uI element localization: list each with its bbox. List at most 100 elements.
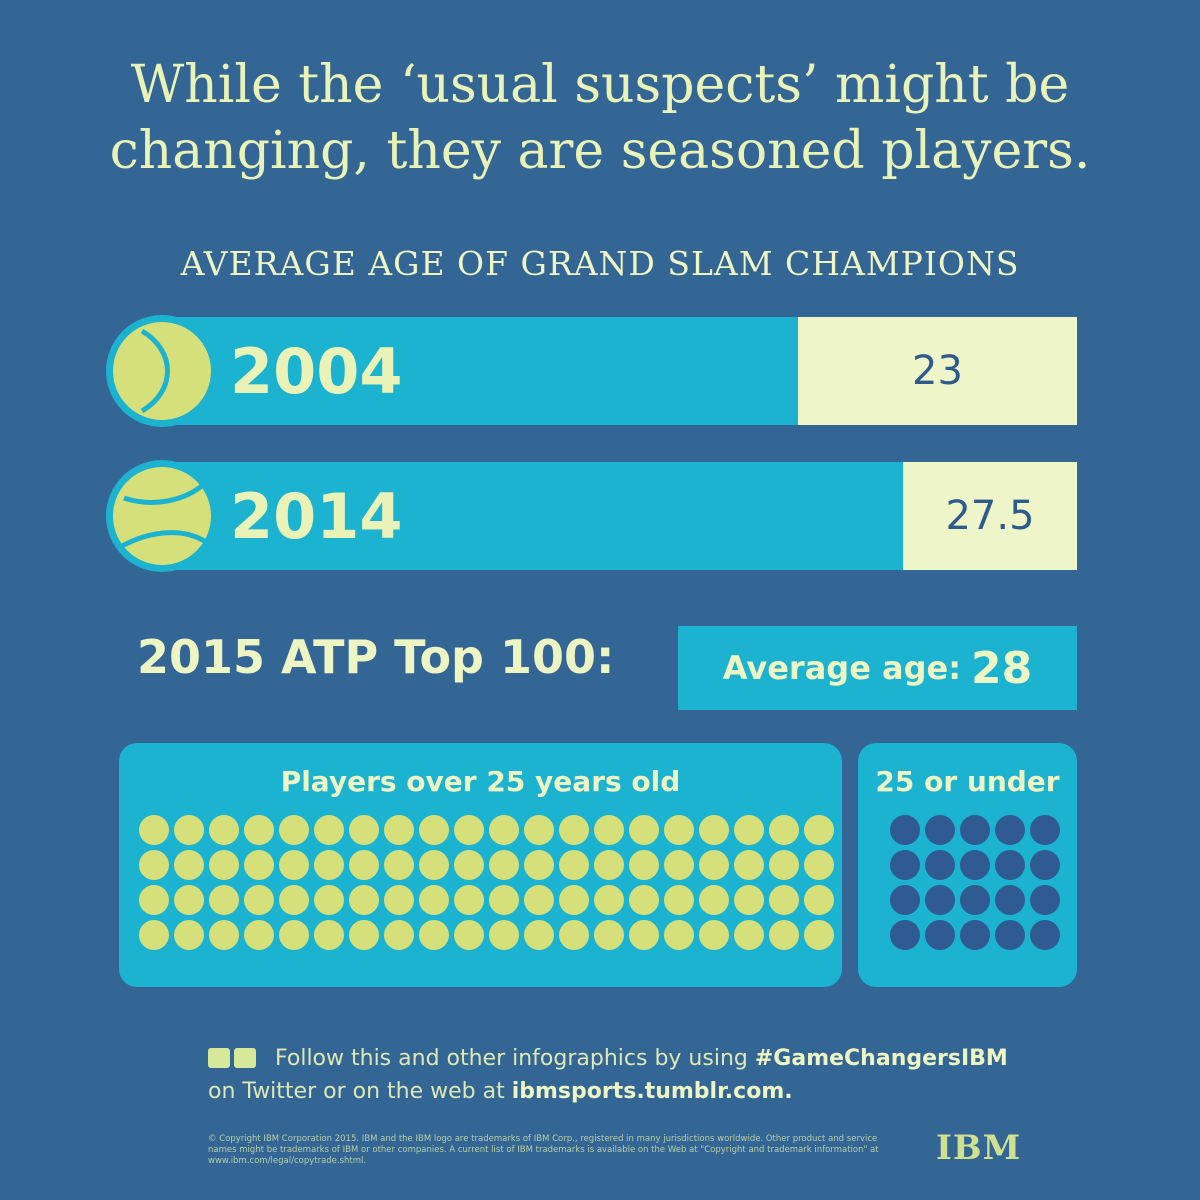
player-dot-over-25: [349, 920, 379, 950]
player-dot-over-25: [139, 885, 169, 915]
player-dot-over-25: [244, 920, 274, 950]
player-dot-under-25: [960, 920, 990, 950]
player-dot-over-25: [314, 850, 344, 880]
player-dot-under-25: [1030, 815, 1060, 845]
bar-row-2004: 23 2004: [104, 315, 1077, 427]
player-dot-over-25: [699, 885, 729, 915]
player-dot-over-25: [174, 885, 204, 915]
player-dot-over-25: [419, 850, 449, 880]
atp-average-age-label: Average age:: [722, 649, 962, 687]
player-dot-over-25: [734, 885, 764, 915]
player-dot-over-25: [489, 815, 519, 845]
footer-site-link[interactable]: ibmsports.tumblr.com.: [511, 1079, 793, 1104]
player-dot-under-25: [925, 850, 955, 880]
player-dot-over-25: [594, 850, 624, 880]
player-dot-over-25: [209, 850, 239, 880]
player-dot-over-25: [384, 920, 414, 950]
player-dot-over-25: [489, 885, 519, 915]
player-dot-over-25: [559, 850, 589, 880]
player-dot-under-25: [1030, 850, 1060, 880]
player-dot-over-25: [804, 815, 834, 845]
player-dot-over-25: [594, 815, 624, 845]
atp-label: 2015 ATP Top 100:: [137, 630, 615, 684]
player-dot-over-25: [174, 920, 204, 950]
player-dot-under-25: [960, 850, 990, 880]
atp-average-age-box: Average age: 28: [678, 626, 1077, 710]
player-dot-over-25: [804, 885, 834, 915]
player-dot-over-25: [769, 920, 799, 950]
player-dot-over-25: [209, 885, 239, 915]
headline: While the ‘usual suspects’ might be chan…: [0, 52, 1200, 184]
player-dot-over-25: [314, 920, 344, 950]
player-dot-over-25: [419, 920, 449, 950]
player-dot-over-25: [244, 850, 274, 880]
player-dot-under-25: [995, 920, 1025, 950]
player-dot-over-25: [384, 885, 414, 915]
players-over-25-title: Players over 25 years old: [280, 765, 681, 798]
player-dot-over-25: [384, 850, 414, 880]
player-dot-over-25: [349, 885, 379, 915]
player-dot-over-25: [454, 850, 484, 880]
player-dot-under-25: [890, 850, 920, 880]
bar-label-2004: 2004: [230, 334, 403, 408]
player-dot-over-25: [594, 920, 624, 950]
player-dot-over-25: [279, 815, 309, 845]
player-dot-over-25: [209, 920, 239, 950]
player-dot-over-25: [524, 850, 554, 880]
player-dot-over-25: [419, 815, 449, 845]
player-dot-over-25: [314, 815, 344, 845]
player-dot-under-25: [925, 885, 955, 915]
footer-hashtag: #GameChangersIBM: [754, 1046, 1008, 1071]
player-dot-over-25: [769, 815, 799, 845]
player-dot-over-25: [209, 815, 239, 845]
player-dot-over-25: [734, 850, 764, 880]
player-dot-under-25: [1030, 885, 1060, 915]
player-dot-over-25: [174, 815, 204, 845]
player-dot-over-25: [139, 850, 169, 880]
player-dot-over-25: [559, 885, 589, 915]
tennis-ball-icon: [106, 315, 218, 427]
player-dot-over-25: [734, 815, 764, 845]
player-dot-over-25: [454, 885, 484, 915]
player-dot-over-25: [419, 885, 449, 915]
player-dot-over-25: [524, 920, 554, 950]
player-dot-under-25: [995, 850, 1025, 880]
player-dot-under-25: [890, 920, 920, 950]
player-dot-over-25: [489, 850, 519, 880]
player-dot-over-25: [664, 885, 694, 915]
player-dot-over-25: [174, 850, 204, 880]
player-dot-over-25: [559, 920, 589, 950]
player-dot-over-25: [279, 850, 309, 880]
player-dot-under-25: [1030, 920, 1060, 950]
bar-row-2014: 27.5 2014: [104, 460, 1077, 572]
headline-line-1: While the ‘usual suspects’ might be: [130, 55, 1070, 115]
footer: Follow this and other infographics by us…: [208, 1044, 1088, 1107]
player-dot-over-25: [629, 815, 659, 845]
player-dot-over-25: [454, 920, 484, 950]
player-dot-over-25: [699, 920, 729, 950]
player-dot-under-25: [960, 885, 990, 915]
player-dot-under-25: [890, 885, 920, 915]
legal-notice: © Copyright IBM Corporation 2015. IBM an…: [208, 1134, 879, 1166]
players-under-25-title: 25 or under: [875, 765, 1060, 798]
player-dot-over-25: [279, 920, 309, 950]
player-dot-over-25: [699, 815, 729, 845]
player-dot-under-25: [890, 815, 920, 845]
footer-line2-text: on Twitter or on the web at: [208, 1079, 505, 1104]
atp-average-age-value: 28: [971, 642, 1033, 694]
player-dot-over-25: [524, 815, 554, 845]
player-dot-over-25: [629, 850, 659, 880]
bar-value-2014: 27.5: [903, 462, 1077, 570]
computer-icon: [234, 1048, 256, 1068]
player-dot-under-25: [925, 815, 955, 845]
player-dot-over-25: [454, 815, 484, 845]
bar-label-2014: 2014: [230, 479, 403, 553]
player-dot-over-25: [664, 815, 694, 845]
player-dot-under-25: [995, 885, 1025, 915]
player-dot-over-25: [804, 920, 834, 950]
ibm-logo: IBM: [936, 1128, 1022, 1168]
player-dot-over-25: [699, 850, 729, 880]
player-dot-over-25: [559, 815, 589, 845]
players-under-25-panel: 25 or under: [858, 743, 1077, 987]
player-dot-over-25: [629, 885, 659, 915]
